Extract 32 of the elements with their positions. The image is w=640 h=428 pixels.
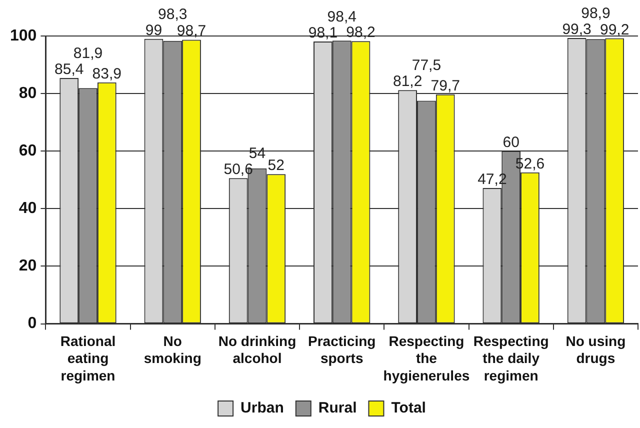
x-tick-label: No using drugs (566, 333, 626, 366)
data-label: 99,3 (562, 21, 592, 38)
data-label: 83,9 (92, 65, 122, 82)
x-tick-label: Respecting the hygienerules (383, 333, 470, 384)
data-label: 85,4 (54, 61, 84, 78)
data-label: 81,2 (392, 73, 422, 90)
y-tick-label: 100 (10, 27, 37, 44)
data-label: 98,4 (327, 8, 356, 26)
y-tick-label: 60 (18, 142, 37, 160)
legend-label: Urban (240, 400, 284, 417)
y-tick-label: 20 (18, 258, 37, 275)
x-tick-label: Rational eating regimen (60, 333, 116, 384)
data-label: 98,9 (581, 5, 610, 22)
data-label: 99,2 (600, 21, 630, 38)
x-tick-label: No smoking (144, 333, 202, 366)
data-label: 98,3 (158, 6, 188, 23)
y-tick-label: 80 (18, 84, 37, 102)
data-label: 99 (145, 22, 162, 39)
data-label: 77,5 (412, 57, 442, 74)
data-label: 52 (268, 157, 284, 174)
x-tick-label: No drinking alcohol (218, 333, 296, 366)
legend-label: Rural (318, 400, 357, 417)
y-tick-label: 0 (28, 315, 37, 332)
x-tick-label: Respecting the daily regimen (473, 333, 549, 384)
legend-label: Total (391, 400, 426, 417)
y-tick-label: 40 (18, 200, 37, 218)
x-tick-label: Practicing sports (308, 333, 376, 366)
data-label: 98,7 (176, 22, 206, 40)
data-label: 60 (502, 134, 520, 152)
data-label: 81,9 (73, 45, 103, 62)
data-label: 50,6 (224, 161, 253, 178)
data-label: 79,7 (430, 77, 460, 94)
